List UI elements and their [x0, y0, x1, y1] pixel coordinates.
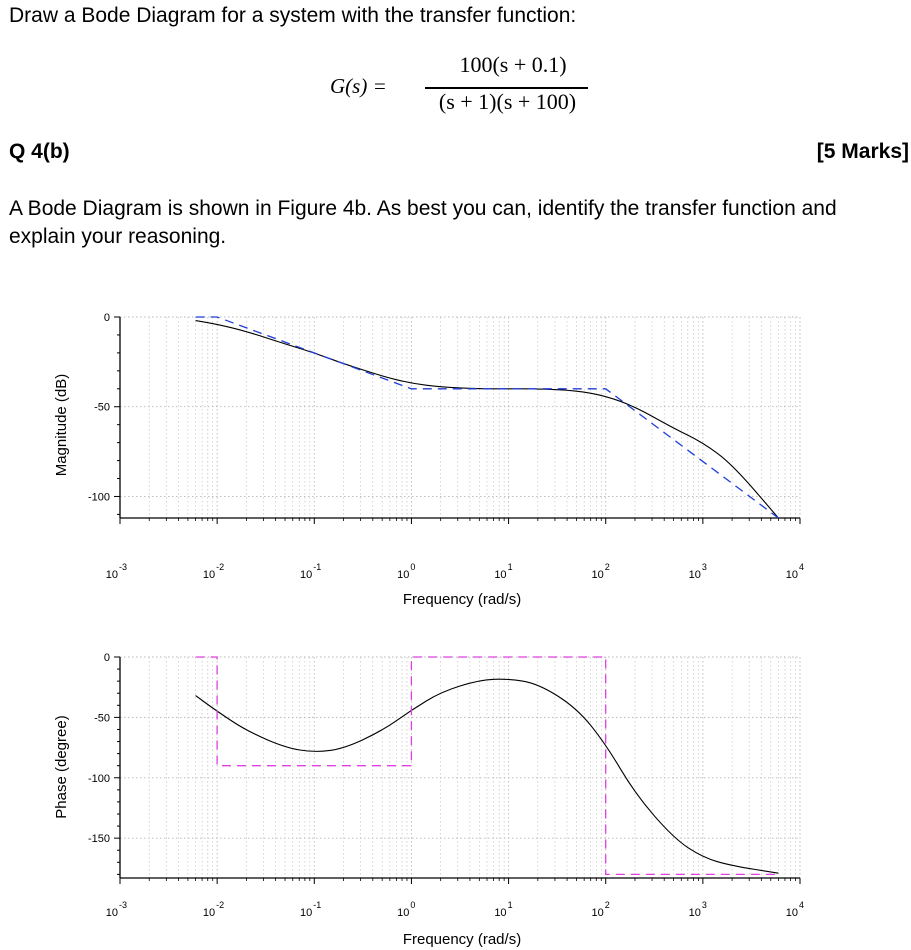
- series-line-asymptote: [195, 656, 779, 876]
- y-tick-label: -100: [88, 773, 110, 785]
- x-tick-label: 10: [689, 569, 701, 581]
- x-tick-exponent: -1: [313, 562, 321, 572]
- x-tick-label: 10: [106, 569, 118, 581]
- question-label: Q 4(b): [9, 140, 70, 163]
- x-tick-label: 10: [786, 907, 798, 919]
- x-tick-exponent: -2: [216, 900, 224, 910]
- y-tick-label: 0: [104, 652, 110, 664]
- y-tick-label: -50: [94, 402, 110, 414]
- x-tick-exponent: 0: [410, 562, 415, 572]
- question-text: A Bode Diagram is shown in Figure 4b. As…: [9, 197, 837, 248]
- y-tick-label: 0: [104, 312, 110, 324]
- equation-numerator: 100(s + 0.1): [459, 52, 567, 77]
- x-tick-exponent: 1: [508, 562, 513, 572]
- x-tick-label: 10: [591, 569, 603, 581]
- x-tick-label: 10: [494, 907, 506, 919]
- x-axis-label: Frequency (rad/s): [403, 931, 521, 948]
- x-tick-exponent: -1: [313, 900, 321, 910]
- x-tick-exponent: 1: [508, 900, 513, 910]
- y-tick-label: -50: [94, 712, 110, 724]
- x-tick-label: 10: [494, 569, 506, 581]
- x-tick-exponent: 2: [605, 562, 610, 572]
- x-tick-exponent: 3: [702, 562, 707, 572]
- x-tick-label: 10: [397, 569, 409, 581]
- x-tick-label: 10: [203, 569, 215, 581]
- series-line-actual: [195, 678, 779, 874]
- x-tick-label: 10: [203, 907, 215, 919]
- y-axis-label: Phase (degree): [53, 715, 70, 818]
- x-tick-label: 10: [106, 907, 118, 919]
- x-tick-exponent: 3: [702, 900, 707, 910]
- x-tick-label: 10: [689, 907, 701, 919]
- fraction-bar: [425, 87, 588, 89]
- x-tick-exponent: 4: [799, 562, 804, 572]
- equation-lhs: G(s) =: [330, 74, 387, 98]
- x-tick-label: 10: [786, 569, 798, 581]
- equation-denominator: (s + 1)(s + 100): [438, 89, 577, 114]
- x-tick-label: 10: [591, 907, 603, 919]
- x-tick-exponent: -2: [216, 562, 224, 572]
- y-tick-label: -150: [88, 833, 110, 845]
- question-marks: [5 Marks]: [816, 140, 909, 163]
- x-tick-label: 10: [300, 569, 312, 581]
- x-tick-label: 10: [300, 907, 312, 919]
- x-tick-exponent: -3: [119, 562, 127, 572]
- y-tick-label: -100: [88, 491, 110, 503]
- x-tick-exponent: 0: [410, 900, 415, 910]
- x-tick-label: 10: [397, 907, 409, 919]
- x-axis-label: Frequency (rad/s): [403, 591, 521, 608]
- x-tick-exponent: -3: [119, 900, 127, 910]
- series-line-asymptote: [195, 316, 779, 519]
- intro-text: Draw a Bode Diagram for a system with th…: [9, 4, 577, 27]
- y-axis-label: Magnitude (dB): [53, 374, 70, 477]
- chart-phase: 0-50-100-15010-310-210-1100101102103104F…: [53, 652, 804, 948]
- chart-magnitude: 0-50-10010-310-210-1100101102103104Frequ…: [53, 312, 804, 608]
- x-tick-exponent: 4: [799, 900, 804, 910]
- series-line-actual: [195, 320, 779, 519]
- x-tick-exponent: 2: [605, 900, 610, 910]
